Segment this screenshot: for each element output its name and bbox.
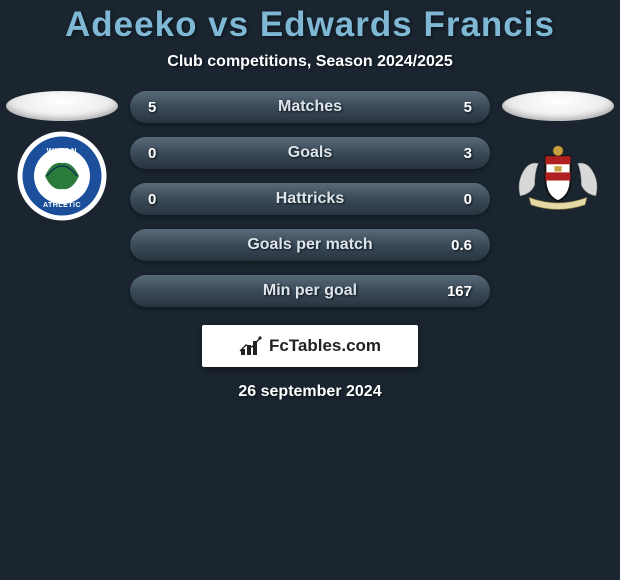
main-area: WIGAN ATHLETIC 5 Matches 5 0 Goals 3 0 H… — [0, 91, 620, 307]
right-player-oval — [502, 91, 614, 121]
exeter-crest-icon — [513, 138, 603, 214]
stat-label: Matches — [188, 98, 432, 116]
stat-row-matches: 5 Matches 5 — [130, 91, 490, 123]
stat-row-min-per-goal: Min per goal 167 — [130, 275, 490, 307]
stat-right-value: 3 — [432, 145, 472, 162]
stat-label: Goals — [188, 144, 432, 162]
footer: FcTables.com 26 september 2024 — [0, 325, 620, 401]
page-title: Adeeko vs Edwards Francis — [0, 5, 620, 45]
left-team-crest: WIGAN ATHLETIC — [17, 131, 107, 221]
stats-column: 5 Matches 5 0 Goals 3 0 Hattricks 0 Goal… — [130, 91, 490, 307]
brand-box[interactable]: FcTables.com — [202, 325, 418, 367]
stat-left-value: 0 — [148, 145, 188, 162]
stat-row-hattricks: 0 Hattricks 0 — [130, 183, 490, 215]
date-text: 26 september 2024 — [238, 383, 381, 401]
right-team-crest — [513, 131, 603, 221]
stat-label: Hattricks — [188, 190, 432, 208]
stat-left-value: 5 — [148, 99, 188, 116]
svg-text:WIGAN: WIGAN — [47, 146, 78, 155]
stat-row-goals: 0 Goals 3 — [130, 137, 490, 169]
wigan-crest-icon: WIGAN ATHLETIC — [17, 131, 107, 221]
right-team-panel — [498, 91, 618, 221]
bar-chart-icon — [239, 335, 263, 357]
stat-right-value: 167 — [432, 283, 472, 300]
comparison-card: Adeeko vs Edwards Francis Club competiti… — [0, 0, 620, 401]
subtitle: Club competitions, Season 2024/2025 — [0, 53, 620, 71]
stat-left-value: 0 — [148, 191, 188, 208]
left-player-oval — [6, 91, 118, 121]
stat-label: Min per goal — [188, 282, 432, 300]
stat-right-value: 0.6 — [432, 237, 472, 254]
stat-label: Goals per match — [188, 236, 432, 254]
stat-right-value: 5 — [432, 99, 472, 116]
brand-text: FcTables.com — [269, 336, 381, 356]
stat-row-goals-per-match: Goals per match 0.6 — [130, 229, 490, 261]
svg-text:ATHLETIC: ATHLETIC — [43, 202, 81, 209]
stat-right-value: 0 — [432, 191, 472, 208]
left-team-panel: WIGAN ATHLETIC — [2, 91, 122, 221]
